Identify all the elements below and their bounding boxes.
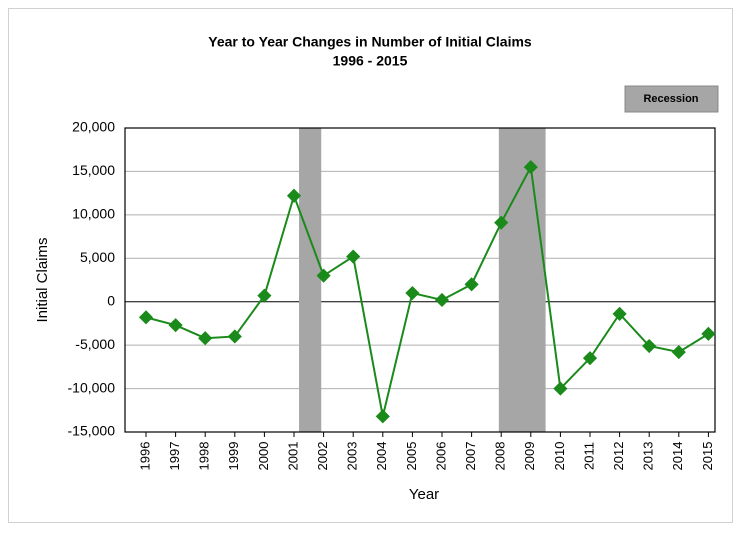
x-tick-label: 2014 [670,442,685,471]
x-tick-label: 2010 [552,442,567,471]
x-tick-label: 2005 [404,442,419,471]
x-tick-label: 2015 [700,442,715,471]
x-tick-label: 2004 [374,442,389,471]
data-point [434,292,450,308]
data-point [671,345,686,360]
x-tick-label: 1999 [226,442,241,471]
x-tick-label: 2011 [581,442,596,470]
x-tick-label: 2012 [611,442,626,471]
x-tick-label: 2008 [493,442,508,471]
data-point [227,329,242,344]
x-tick-label: 2003 [345,442,360,471]
series-line [145,163,709,417]
data-point [375,409,390,424]
x-tick-label: 2006 [433,442,448,471]
x-tick-label: 2002 [315,442,330,471]
x-axis-label: Year [409,486,439,503]
x-tick-label: 2009 [522,442,537,471]
data-point [523,160,538,175]
x-tick-label: 2013 [641,442,656,471]
data-point [494,215,509,230]
y-tick-label: 15,000 [72,162,115,178]
data-point [138,310,154,325]
data-point [257,288,272,303]
y-tick-label: -5,000 [75,336,115,352]
data-point [464,277,479,292]
y-tick-label: -10,000 [68,379,116,395]
plot-border [124,127,716,433]
x-tick-label: 1997 [167,442,182,471]
legend-swatch [624,85,719,113]
data-point [642,338,657,354]
y-tick-label: 20,000 [72,119,115,135]
y-tick-label: 10,000 [72,206,115,222]
x-tick-label: 1998 [197,442,212,471]
x-tick-label: 2007 [463,442,478,471]
recession-band [498,128,546,432]
y-axis-label: Initial Claims [34,237,51,322]
data-point [553,381,568,396]
data-point [346,249,361,264]
x-tick-label: 1996 [137,442,152,471]
chart-subtitle: 1996 - 2015 [333,53,408,69]
data-point [286,188,302,203]
y-tick-label: -15,000 [68,423,116,439]
data-point [168,318,183,333]
data-point [198,331,213,346]
recession-band [299,128,322,432]
chart-frame [8,8,733,523]
x-tick-label: 2000 [256,442,271,471]
legend-label: Recession [643,93,698,105]
data-point [582,351,598,366]
data-point [701,326,716,341]
data-point [405,285,420,301]
data-point [316,268,331,283]
y-tick-label: 0 [107,292,115,308]
data-point [612,306,627,321]
chart-title: Year to Year Changes in Number of Initia… [208,34,532,50]
y-tick-label: 5,000 [80,249,115,265]
x-tick-label: 2001 [285,442,300,471]
